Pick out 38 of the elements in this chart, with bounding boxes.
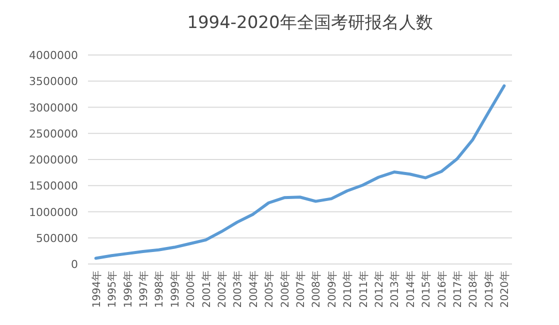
y-tick-label: 0 <box>71 258 78 271</box>
x-tick-label: 2005年 <box>264 270 276 308</box>
x-tick-label: 2018年 <box>468 270 480 308</box>
x-tick-label: 2004年 <box>248 270 260 308</box>
x-tick-label: 2001年 <box>200 270 213 308</box>
chart-title: 1994-2020年全国考研报名人数 <box>187 13 433 33</box>
y-tick-label: 4000000 <box>29 49 78 62</box>
y-tick-label: 3500000 <box>29 75 78 88</box>
y-tick-label: 1500000 <box>29 180 78 193</box>
x-tick-label: 2017年 <box>452 270 464 308</box>
x-tick-label: 2015年 <box>420 270 433 308</box>
x-tick-label: 2008年 <box>310 270 323 308</box>
x-tick-label: 1994年 <box>90 270 103 308</box>
y-tick-label: 500000 <box>36 232 78 245</box>
x-tick-label: 2014年 <box>404 270 417 308</box>
x-tick-label: 2006年 <box>279 270 292 308</box>
x-tick-label: 2012年 <box>374 270 386 308</box>
x-tick-label: 2007年 <box>295 270 307 308</box>
x-tick-label: 2000年 <box>185 270 198 308</box>
x-tick-label: 1998年 <box>154 270 166 308</box>
y-tick-label: 3000000 <box>29 101 78 114</box>
x-tick-label: 1996年 <box>122 270 134 308</box>
x-tick-label: 2019年 <box>483 270 496 308</box>
line-series <box>94 84 506 260</box>
x-tick-label: 1995年 <box>106 270 119 308</box>
x-tick-label: 2002年 <box>216 270 228 308</box>
x-tick-label: 1997年 <box>138 270 150 308</box>
x-tick-label: 2013年 <box>389 270 402 308</box>
x-tick-label: 2020年 <box>499 270 512 308</box>
y-tick-label: 2000000 <box>29 154 78 166</box>
y-tick-label: 1000000 <box>29 206 78 219</box>
x-tick-label: 2016年 <box>436 270 448 308</box>
x-tick-label: 2010年 <box>342 270 354 308</box>
x-tick-label: 2009年 <box>326 270 338 308</box>
x-tick-label: 2011年 <box>358 270 370 308</box>
y-tick-label: 2500000 <box>29 127 78 140</box>
x-tick-label: 2003年 <box>232 270 244 308</box>
x-tick-label: 1999年 <box>169 270 182 308</box>
